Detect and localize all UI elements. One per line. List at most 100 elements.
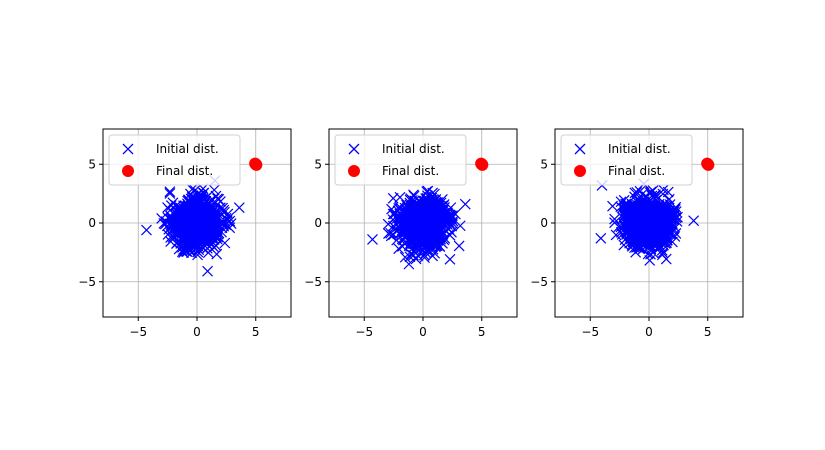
- data-point-x: [187, 218, 199, 230]
- series-2: [701, 157, 715, 171]
- data-point-x: [164, 186, 176, 198]
- data-point-x: [430, 240, 442, 252]
- data-point-x: [636, 217, 648, 229]
- subplots: −5 0 5 −5 0 5 Initial dist. Final dist. −5 0 5 −5 0 5…: [78, 128, 744, 339]
- data-point-x: [190, 212, 202, 223]
- y-tick-label: 5: [88, 157, 96, 171]
- legend-box: [108, 134, 241, 186]
- data-point-x: [430, 222, 441, 234]
- data-point-x: [197, 201, 209, 213]
- data-point-x: [186, 230, 198, 242]
- data-point-x: [436, 225, 447, 237]
- data-point-x: [426, 192, 438, 204]
- series-2: [475, 157, 489, 171]
- data-point-x: [419, 204, 431, 216]
- data-point-x: [387, 192, 399, 204]
- x-tick-label: −5: [581, 325, 599, 339]
- x-tick-label: 5: [478, 325, 486, 339]
- data-point-x: [662, 186, 674, 198]
- data-point-x: [627, 218, 638, 230]
- data-point-x: [186, 183, 198, 195]
- data-point-x: [631, 229, 643, 241]
- x-tick-label: 0: [193, 325, 201, 339]
- data-point-x: [657, 247, 669, 259]
- data-point-x: [625, 209, 637, 221]
- data-point-x: [595, 232, 607, 244]
- data-point-x: [660, 253, 672, 265]
- legend-label: Initial dist.: [608, 142, 671, 156]
- data-point-x: [421, 245, 433, 256]
- data-point-x: [427, 199, 439, 211]
- data-point-x: [219, 237, 231, 249]
- data-point-circle: [249, 157, 262, 170]
- data-point-x: [175, 206, 187, 218]
- data-point-x: [175, 237, 187, 249]
- data-point-x: [141, 224, 152, 236]
- legend-box: [560, 134, 693, 186]
- x-tick-label: 0: [645, 325, 653, 339]
- data-point-x: [649, 190, 661, 202]
- data-point-x: [405, 248, 417, 260]
- data-point-x: [208, 208, 220, 219]
- x-tick-label: 0: [419, 325, 427, 339]
- data-point-x: [175, 202, 187, 214]
- y-tick-label: −5: [78, 275, 96, 289]
- data-point-x: [607, 200, 618, 212]
- data-point-x: [644, 206, 656, 218]
- y-tick-label: 5: [314, 157, 322, 171]
- data-point-x: [218, 204, 230, 216]
- data-point-x: [382, 218, 394, 230]
- data-point-x: [610, 229, 622, 241]
- data-point-x: [615, 201, 627, 213]
- data-point-x: [419, 212, 431, 224]
- data-point-x: [454, 220, 466, 232]
- data-point-x: [660, 205, 672, 217]
- data-point-x: [652, 225, 663, 237]
- y-tick-label: −5: [304, 275, 322, 289]
- x-tick-label: 5: [252, 325, 260, 339]
- data-point-x: [659, 223, 671, 235]
- data-point-x: [619, 200, 631, 212]
- series-1: [367, 185, 471, 270]
- data-point-x: [426, 231, 438, 243]
- data-point-x: [459, 198, 471, 210]
- subplot-1: −5 0 5 −5 0 5 Initial dist. Final dist.: [78, 128, 292, 339]
- data-point-x: [444, 253, 456, 265]
- data-point-x: [383, 228, 394, 239]
- data-point-x: [647, 206, 659, 218]
- data-point-x: [662, 216, 674, 228]
- data-point-x: [164, 204, 176, 216]
- data-point-x: [442, 216, 454, 228]
- data-point-x: [184, 208, 196, 220]
- data-point-x: [192, 249, 203, 261]
- data-point-x: [656, 244, 668, 256]
- data-point-x: [399, 251, 411, 263]
- legend: Initial dist. Final dist.: [560, 134, 693, 186]
- y-tick-label: 0: [88, 216, 96, 230]
- data-point-circle: [701, 157, 714, 170]
- data-point-circle: [475, 157, 488, 170]
- data-point-x: [640, 227, 651, 239]
- data-point-x: [641, 191, 653, 203]
- data-point-x: [367, 234, 378, 245]
- plot-area: [141, 157, 263, 277]
- data-point-x: [403, 258, 415, 270]
- data-point-x: [410, 245, 422, 256]
- data-point-x: [164, 187, 176, 199]
- data-point-x: [233, 202, 245, 214]
- data-point-x: [402, 207, 414, 218]
- data-point-x: [609, 213, 621, 225]
- x-tick-label: −5: [355, 325, 373, 339]
- data-point-x: [186, 247, 197, 259]
- legend-label: Final dist.: [608, 164, 665, 178]
- legend: Initial dist. Final dist.: [108, 134, 241, 186]
- data-point-x: [181, 246, 193, 258]
- data-point-x: [394, 191, 406, 203]
- series-1: [595, 178, 700, 266]
- y-tick-label: −5: [530, 275, 548, 289]
- data-point-x: [385, 227, 397, 239]
- data-point-x: [417, 203, 429, 215]
- data-point-x: [613, 221, 625, 233]
- data-point-x: [618, 218, 630, 230]
- plot-area: [595, 157, 715, 266]
